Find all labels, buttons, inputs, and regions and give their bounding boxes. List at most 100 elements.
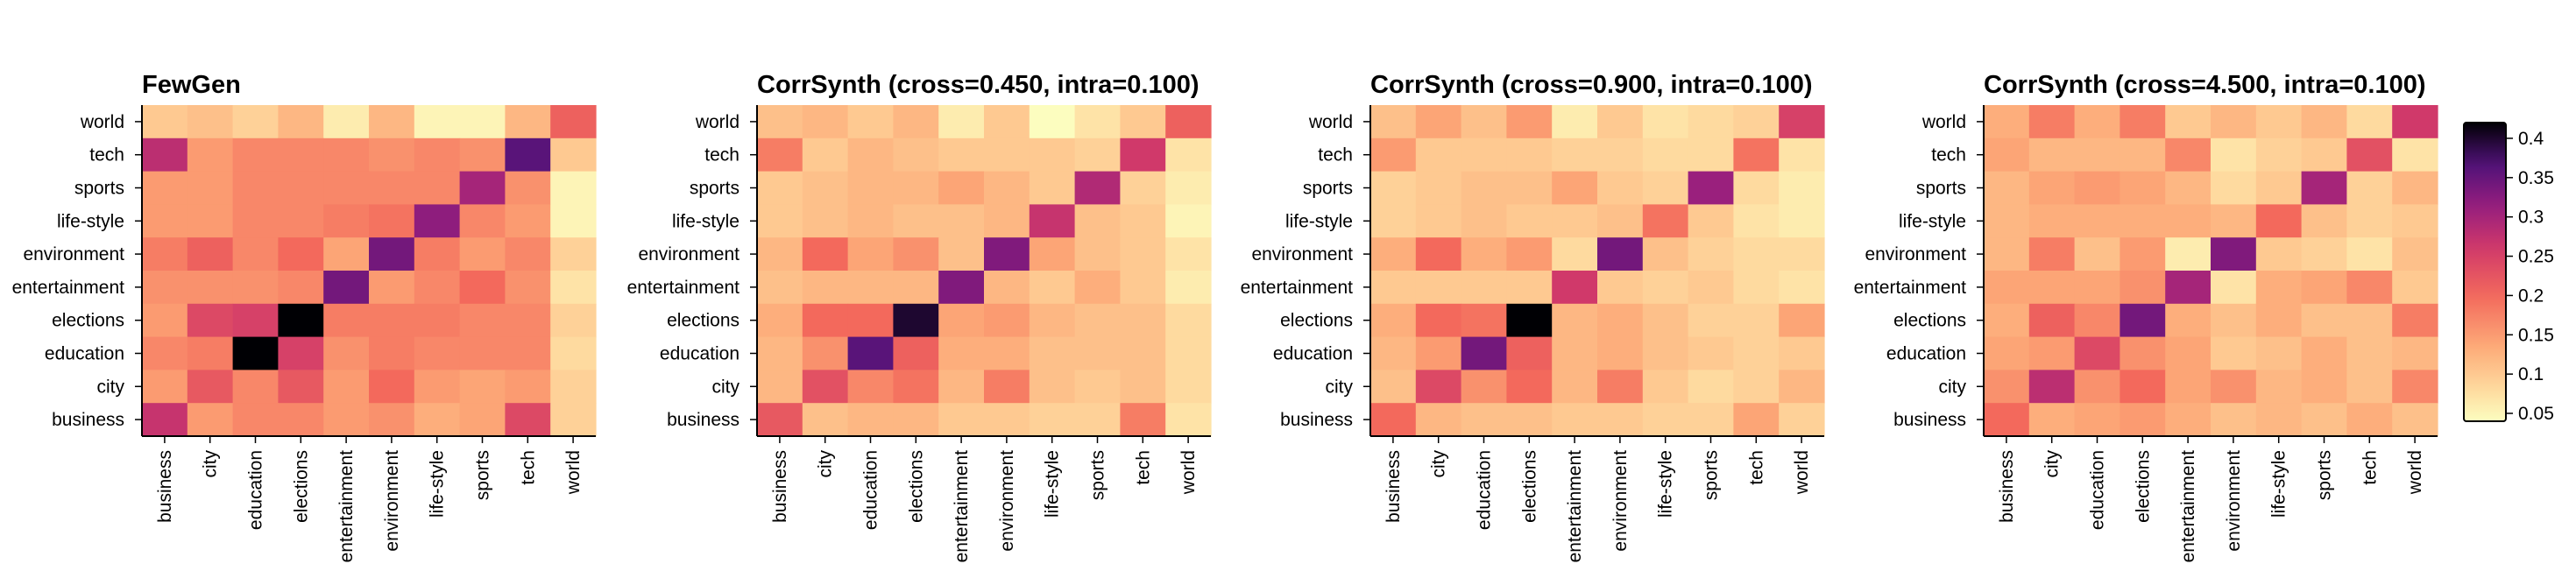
heatmap-cell xyxy=(1165,303,1212,338)
heatmap-cell xyxy=(323,171,370,205)
heatmap-cell xyxy=(142,105,188,139)
heatmap-cell xyxy=(2074,271,2120,305)
heatmap-cell xyxy=(847,370,894,404)
heatmap-cell xyxy=(2392,271,2438,305)
heatmap-cell xyxy=(1029,105,1076,139)
heatmap-cell xyxy=(1165,370,1212,404)
heatmap-cell xyxy=(1506,336,1553,370)
heatmap-cell xyxy=(1074,403,1121,437)
heatmap-cell xyxy=(1984,237,2030,271)
heatmap-cell xyxy=(893,105,939,139)
heatmap-cell xyxy=(1506,403,1553,437)
colorbar-tick-label: 0.2 xyxy=(2518,285,2544,306)
heatmap-cell xyxy=(1642,171,1689,205)
colorbar-tick-label: 0.15 xyxy=(2518,325,2554,345)
heatmap-cell xyxy=(847,271,894,305)
heatmap-cell xyxy=(142,303,188,338)
heatmap-cell xyxy=(459,204,506,238)
heatmap-cell xyxy=(1074,370,1121,404)
heatmap-cell xyxy=(142,204,188,238)
heatmap-cell xyxy=(2346,336,2393,370)
heatmap-cell xyxy=(414,105,461,139)
heatmap-cell xyxy=(232,370,279,404)
heatmap-cell xyxy=(2165,171,2212,205)
heatmap-cell xyxy=(459,237,506,271)
heatmap-cell xyxy=(142,403,188,437)
heatmap-cell xyxy=(414,137,461,173)
heatmap-cell xyxy=(505,370,551,404)
heatmap-cell xyxy=(1074,137,1121,173)
heatmap-cell xyxy=(2120,237,2166,271)
heatmap-cell xyxy=(187,171,234,205)
heatmap-cell xyxy=(1984,105,2030,139)
heatmap-cell xyxy=(2346,105,2393,139)
colorbar-tick-label: 0.1 xyxy=(2518,364,2544,384)
heatmap-cell xyxy=(278,137,324,173)
x-tick-label: sports xyxy=(1088,450,1108,500)
heatmap-cell xyxy=(1370,271,1417,305)
heatmap-cell xyxy=(984,204,1030,238)
heatmap-cell xyxy=(2165,237,2212,271)
heatmap-cell xyxy=(187,237,234,271)
heatmap-cell xyxy=(505,204,551,238)
heatmap-cell xyxy=(323,271,370,305)
x-tick-label: education xyxy=(861,450,881,530)
heatmap-cell xyxy=(505,303,551,338)
heatmap-cell xyxy=(802,370,849,404)
x-tick-label: elections xyxy=(906,450,926,523)
heatmap-cell xyxy=(938,237,985,271)
x-tick-label: world xyxy=(1792,450,1812,495)
heatmap-cell xyxy=(1642,237,1689,271)
heatmap-cell xyxy=(1029,403,1076,437)
y-tick-label: world xyxy=(695,112,740,132)
heatmap-cell xyxy=(1370,237,1417,271)
heatmap-cell xyxy=(2165,137,2212,173)
heatmap-cell xyxy=(278,237,324,271)
heatmap-cell xyxy=(1984,137,2030,173)
heatmap-cell xyxy=(1074,171,1121,205)
heatmap-cell xyxy=(2028,403,2076,437)
heatmap-cell xyxy=(2346,137,2393,173)
heatmap-cell xyxy=(550,105,597,139)
heatmap-cell xyxy=(1120,105,1166,139)
heatmap-cell xyxy=(1597,403,1644,437)
heatmap-cell xyxy=(2301,237,2347,271)
heatmap-cell xyxy=(802,403,849,437)
heatmap-cell xyxy=(984,271,1030,305)
heatmap-cell xyxy=(459,403,506,437)
y-tick-label: business xyxy=(52,410,124,430)
heatmap-cell xyxy=(459,336,506,370)
heatmap-cell xyxy=(414,271,461,305)
heatmap-cell xyxy=(1370,204,1417,238)
heatmap-cell xyxy=(802,271,849,305)
heatmap-cell xyxy=(2346,171,2393,205)
heatmap-cell xyxy=(2346,303,2393,338)
heatmap-cell xyxy=(802,204,849,238)
heatmap-cell xyxy=(1552,303,1598,338)
x-tick-label: city xyxy=(2042,450,2063,478)
heatmap-cell xyxy=(369,303,415,338)
heatmap-cell xyxy=(1779,171,1825,205)
heatmap-cell xyxy=(232,171,279,205)
heatmap-cell xyxy=(1461,403,1507,437)
heatmap-cell xyxy=(1165,336,1212,370)
heatmap-cell xyxy=(2392,171,2438,205)
y-tick-label: world xyxy=(1921,112,1966,132)
heatmap-cell xyxy=(2392,105,2438,139)
heatmap-cell xyxy=(1506,171,1553,205)
heatmap-cell xyxy=(2255,336,2303,370)
heatmap-cell xyxy=(232,336,279,370)
heatmap-cell xyxy=(550,303,597,338)
heatmap-cell xyxy=(414,204,461,238)
y-tick-label: tech xyxy=(1931,145,1966,166)
y-tick-label: environment xyxy=(638,244,740,264)
heatmap-cell xyxy=(2392,403,2438,437)
y-tick-label: business xyxy=(667,410,740,430)
heatmap-cell xyxy=(2301,137,2347,173)
y-tick-label: city xyxy=(97,377,125,397)
x-tick-label: business xyxy=(1384,450,1404,523)
y-tick-label: sports xyxy=(690,179,740,199)
heatmap-cell xyxy=(550,237,597,271)
y-tick-label: education xyxy=(660,344,740,364)
heatmap-cell xyxy=(757,237,803,271)
